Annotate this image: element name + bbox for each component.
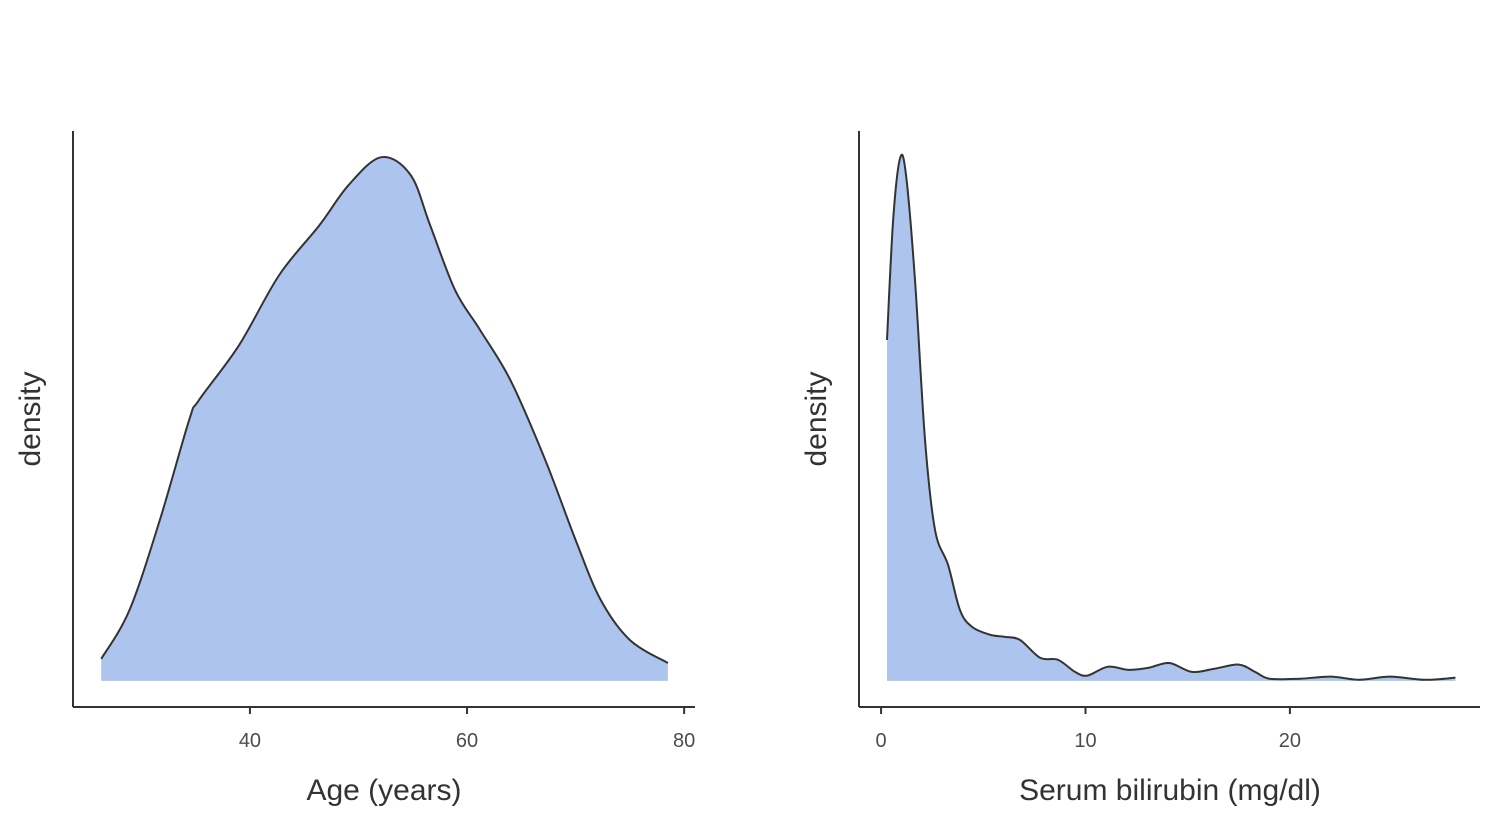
bilirubin-density-panel: 0 10 20 Serum bilirubin (mg/dl) density	[800, 131, 1480, 807]
x-tick-label: 40	[239, 730, 261, 752]
x-tick-label: 20	[1279, 730, 1301, 752]
y-axis-title: density	[14, 371, 47, 466]
age-density-panel: 40 60 80 Age (years) density	[14, 131, 695, 807]
x-tick-label: 0	[876, 730, 887, 752]
density-fill	[101, 156, 668, 681]
x-axis-title: Age (years)	[306, 774, 461, 807]
density-line	[886, 153, 1456, 681]
x-tick-label: 60	[456, 730, 478, 752]
x-tick-label: 10	[1074, 730, 1096, 752]
density-fill	[887, 154, 1456, 681]
y-axis-title: density	[800, 371, 833, 466]
x-tick-label: 80	[673, 730, 695, 752]
density-line	[100, 156, 669, 664]
x-axis-title: Serum bilirubin (mg/dl)	[1019, 774, 1321, 807]
